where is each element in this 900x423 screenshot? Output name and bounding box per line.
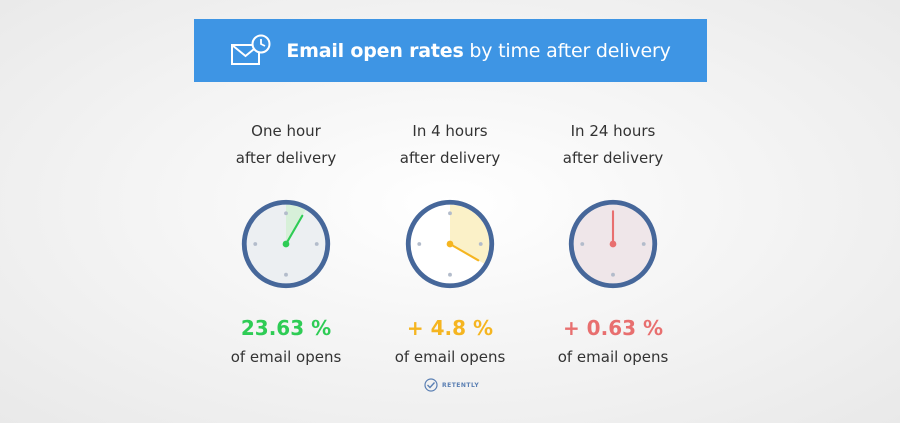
open-rate-value: + 0.63 %: [562, 316, 664, 340]
clock-ring: [405, 199, 495, 289]
banner-title: Email open rates by time after delivery: [286, 40, 670, 62]
clock-icon: [241, 199, 331, 289]
hour-marker: [611, 272, 615, 277]
clock-ring: [241, 199, 331, 289]
retently-logo-icon: [424, 378, 438, 392]
minute-hand: [448, 242, 480, 262]
open-rate-value: + 4.8 %: [406, 316, 494, 340]
heading-line-1: In 24 hours: [570, 122, 656, 140]
clock-center: [282, 240, 290, 248]
hour-marker: [478, 242, 483, 246]
column-four-hours: In 4 hours after delivery + 4.8 % of ema…: [360, 118, 540, 366]
open-rate-caption: of email opens: [557, 348, 669, 366]
heading-line-1: In 4 hours: [412, 122, 488, 140]
brand-footer: RETENTLY: [424, 378, 479, 392]
column-one-hour: One hour after delivery 23.63 % of email…: [196, 118, 376, 366]
envelope-clock-icon: [231, 34, 271, 65]
brand-name: RETENTLY: [442, 381, 480, 389]
heading-line-2: after delivery: [399, 149, 501, 167]
clock-center: [446, 240, 454, 248]
heading-line-2: after delivery: [235, 149, 337, 167]
clock-icon: [568, 199, 658, 289]
hour-marker: [253, 242, 258, 246]
hour-marker: [417, 242, 422, 246]
hour-marker: [448, 272, 452, 277]
clock-icon: [405, 199, 495, 289]
heading-line-1: One hour: [251, 122, 321, 140]
column-heading: In 24 hours after delivery: [523, 118, 703, 178]
title-banner: Email open rates by time after delivery: [194, 19, 707, 82]
column-24-hours: In 24 hours after delivery + 0.63 % of e…: [523, 118, 703, 366]
hour-marker: [284, 211, 288, 216]
column-heading: In 4 hours after delivery: [360, 118, 540, 178]
open-rate-caption: of email opens: [230, 348, 342, 366]
banner-title-bold: Email open rates: [286, 39, 464, 62]
open-rate-value: 23.63 %: [240, 316, 332, 340]
hour-marker: [448, 211, 452, 216]
minute-hand: [284, 214, 304, 246]
banner-title-rest: by time after delivery: [463, 39, 671, 62]
open-rate-caption: of email opens: [394, 348, 506, 366]
clock-ring: [568, 199, 658, 289]
hour-marker: [314, 242, 319, 246]
hour-marker: [580, 242, 585, 246]
heading-line-2: after delivery: [562, 149, 664, 167]
hour-marker: [284, 272, 288, 277]
clock-center: [609, 240, 617, 248]
hour-marker: [641, 242, 646, 246]
column-heading: One hour after delivery: [196, 118, 376, 178]
